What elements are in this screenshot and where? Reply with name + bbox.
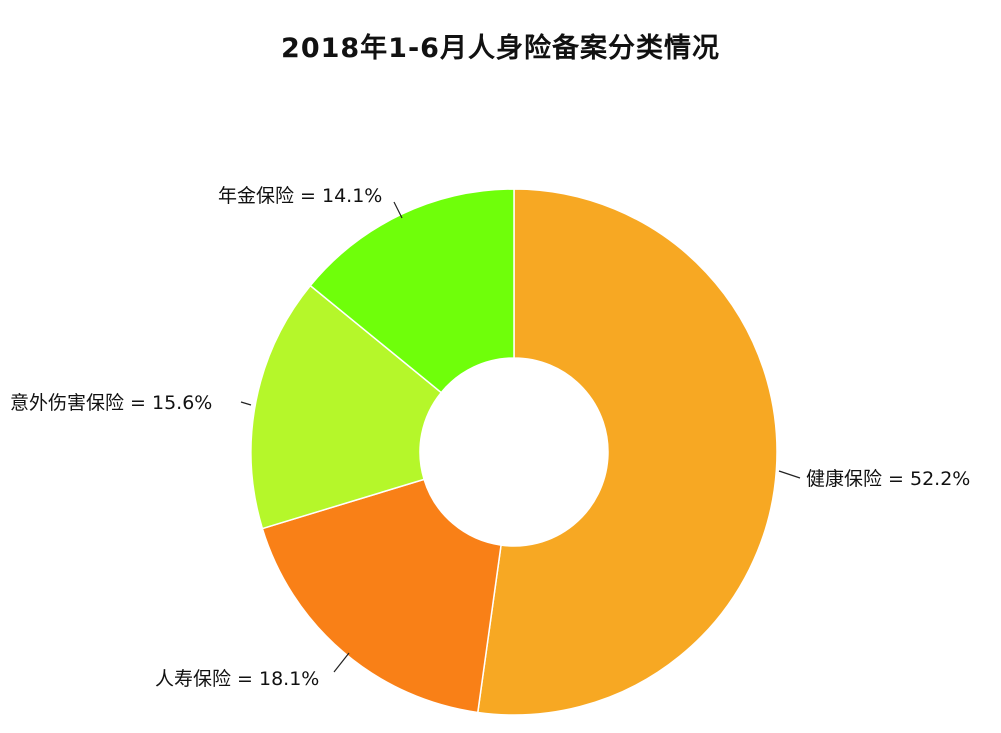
donut-slice-1 — [261, 478, 502, 714]
donut-slice-0 — [476, 188, 778, 716]
slice-label-0: 健康保险 = 52.2% — [806, 468, 970, 490]
slice-label-2: 意外伤害保险 = 15.6% — [10, 392, 212, 414]
donut-slice-2 — [250, 284, 443, 530]
chart-title: 2018年1-6月人身险备案分类情况 — [281, 33, 720, 64]
leader-line-0 — [778, 470, 801, 479]
donut-slices — [250, 188, 778, 716]
slice-label-1: 人寿保险 = 18.1% — [155, 668, 319, 690]
leader-line-2 — [240, 401, 252, 406]
donut-slice-3 — [309, 188, 515, 394]
label-leader-lines — [240, 201, 801, 673]
slice-labels: 健康保险 = 52.2% 人寿保险 = 18.1% 意外伤害保险 = 15.6% 年金… — [10, 185, 970, 690]
slice-label-3: 年金保险 = 14.1% — [218, 185, 382, 207]
leader-line-1 — [333, 652, 350, 673]
leader-line-3 — [393, 201, 403, 219]
